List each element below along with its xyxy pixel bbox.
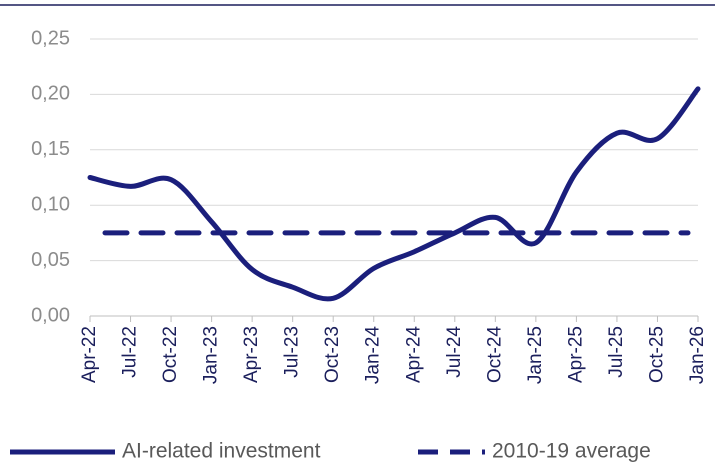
legend-label: 2010-19 average — [492, 440, 651, 463]
x-tick-label: Jul-22 — [120, 326, 141, 378]
x-tick-label: Jul-25 — [606, 326, 627, 378]
x-tick-label: Jan-26 — [687, 326, 708, 384]
x-tick-label: Oct-23 — [322, 326, 343, 383]
y-tick-label: 0,25 — [31, 27, 70, 49]
x-tick-label: Jan-24 — [363, 326, 384, 385]
series-line — [87, 86, 701, 302]
x-tick-label: Jul-23 — [282, 326, 303, 378]
x-tick-label: Oct-24 — [484, 326, 505, 383]
x-tick-label: Apr-22 — [79, 326, 100, 383]
x-tick-label: Jan-23 — [201, 326, 222, 384]
x-tick-label: Oct-22 — [160, 326, 181, 383]
y-tick-label: 0,10 — [31, 193, 70, 215]
y-tick-label: 0,15 — [31, 138, 70, 160]
x-tick-label: Apr-23 — [241, 326, 262, 383]
x-tick-label: Apr-25 — [565, 326, 586, 383]
x-tick-label: Apr-24 — [403, 326, 424, 383]
y-tick-label: 0,05 — [31, 249, 70, 271]
x-tick-label: Jul-24 — [444, 326, 465, 378]
y-tick-label: 0,20 — [31, 83, 70, 105]
y-tick-label: 0,00 — [31, 304, 70, 326]
x-tick-label: Jan-25 — [525, 326, 546, 384]
x-tick-label: Oct-25 — [646, 326, 667, 383]
legend-label: AI-related investment — [122, 440, 321, 463]
